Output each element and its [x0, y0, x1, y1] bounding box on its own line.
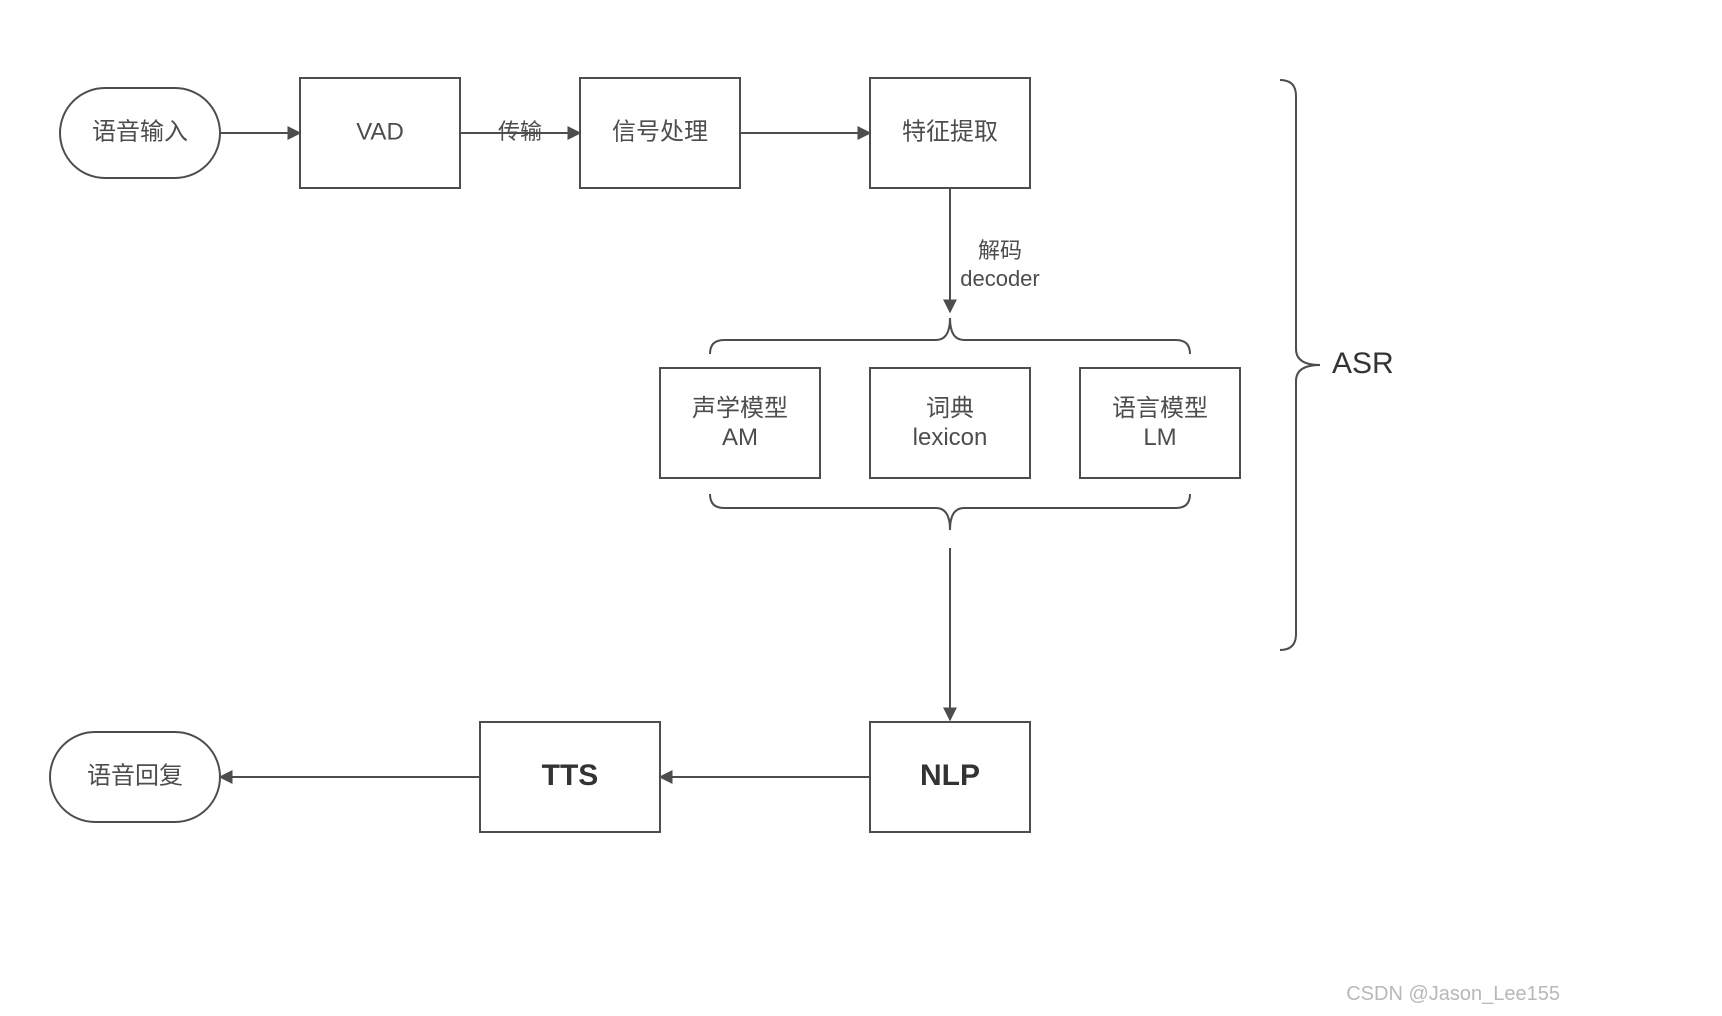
decoder-label-2: decoder: [960, 266, 1040, 291]
asr-label: ASR: [1332, 347, 1394, 380]
node-tts-label: TTS: [542, 759, 599, 792]
node-lm-label2: LM: [1143, 424, 1176, 451]
node-feature-label: 特征提取: [902, 118, 998, 145]
node-lexicon-label1: 词典: [926, 395, 974, 422]
brace-top: [710, 318, 1190, 354]
decoder-label-1: 解码: [978, 238, 1022, 263]
node-nlp-label: NLP: [920, 759, 980, 792]
node-voice_input-label: 语音输入: [92, 118, 188, 145]
brace-asr: [1280, 80, 1320, 650]
diagram-canvas: 语音输入 VAD 信号处理 特征提取声学模型AM 词典lexicon 语言模型LM NLP T…: [0, 0, 1722, 1016]
node-am-label2: AM: [722, 424, 758, 451]
node-lexicon-label2: lexicon: [913, 424, 988, 451]
watermark-text: CSDN @Jason_Lee155: [1346, 983, 1560, 1005]
node-signal-label: 信号处理: [612, 118, 708, 145]
node-lm-label1: 语言模型: [1112, 395, 1208, 422]
node-voice_reply-label: 语音回复: [87, 762, 183, 789]
node-vad-label: VAD: [356, 118, 404, 145]
node-am-label1: 声学模型: [692, 395, 788, 422]
edge-label-vad-signal: 传输: [498, 119, 542, 144]
brace-bottom: [710, 494, 1190, 530]
